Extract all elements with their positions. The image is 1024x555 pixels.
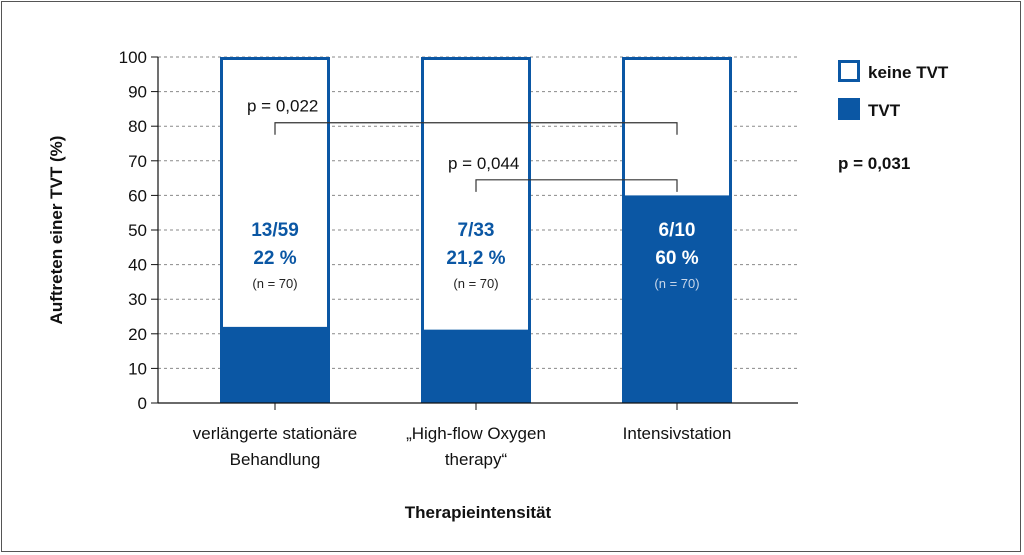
bar-tvt bbox=[622, 195, 732, 403]
data-label-n: (n = 70) bbox=[654, 276, 699, 291]
legend-swatch-outline bbox=[838, 60, 860, 82]
bar-outline bbox=[622, 57, 732, 403]
y-tick-label: 90 bbox=[128, 83, 147, 102]
y-tick-label: 80 bbox=[128, 117, 147, 136]
p-value-label: p = 0,044 bbox=[448, 154, 519, 173]
y-tick-label: 70 bbox=[128, 152, 147, 171]
bar-outline bbox=[421, 57, 531, 403]
y-tick-label: 40 bbox=[128, 256, 147, 275]
data-label-percent: 21,2 % bbox=[446, 248, 505, 269]
bar-outline bbox=[220, 57, 330, 403]
legend-swatch-solid bbox=[838, 98, 860, 120]
p-value-label: p = 0,022 bbox=[247, 97, 318, 116]
bar-tvt bbox=[421, 329, 531, 403]
data-label-percent: 60 % bbox=[655, 248, 698, 269]
significance-bracket bbox=[475, 179, 678, 192]
y-tick-label: 20 bbox=[128, 325, 147, 344]
legend-label: TVT bbox=[868, 101, 901, 120]
x-axis-label: Therapieintensität bbox=[405, 503, 552, 522]
data-label-n: (n = 70) bbox=[453, 276, 498, 291]
y-tick-label: 30 bbox=[128, 290, 147, 309]
y-tick-label: 50 bbox=[128, 221, 147, 240]
y-tick-label: 100 bbox=[119, 48, 147, 67]
x-tick-label: verlängerte stationäre bbox=[193, 424, 357, 443]
x-tick-label: therapy“ bbox=[445, 450, 508, 469]
x-tick-label: Intensivstation bbox=[623, 424, 732, 443]
significance-bracket bbox=[274, 122, 678, 135]
data-label-count: 7/33 bbox=[458, 220, 495, 241]
data-label-n: (n = 70) bbox=[252, 276, 297, 291]
data-label-count: 6/10 bbox=[659, 220, 696, 241]
legend-label: keine TVT bbox=[868, 63, 949, 82]
overall-p-value: p = 0,031 bbox=[838, 154, 910, 173]
y-tick-label: 0 bbox=[138, 394, 147, 413]
y-axis-label: Auftreten einer TVT (%) bbox=[47, 136, 66, 325]
x-tick-label: „High-flow Oxygen bbox=[406, 424, 546, 443]
data-label-count: 13/59 bbox=[251, 220, 299, 241]
y-tick-label: 60 bbox=[128, 186, 147, 205]
x-tick-label: Behandlung bbox=[230, 450, 321, 469]
y-tick-label: 10 bbox=[128, 359, 147, 378]
bar-tvt bbox=[220, 326, 330, 403]
data-label-percent: 22 % bbox=[253, 248, 296, 269]
